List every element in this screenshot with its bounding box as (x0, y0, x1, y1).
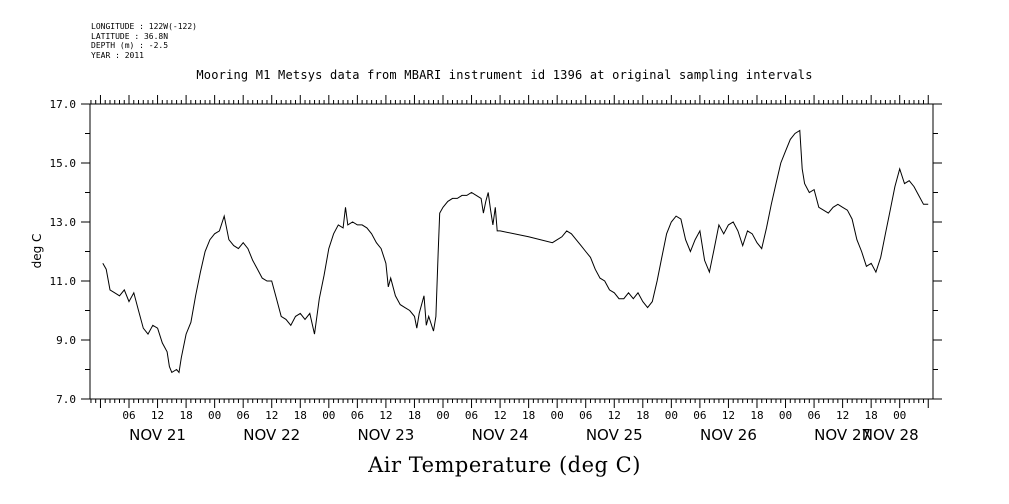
date-label: NOV 22 (243, 426, 300, 444)
x-tick-label: 18 (750, 409, 763, 422)
date-label: NOV 24 (472, 426, 529, 444)
x-tick-label: 00 (779, 409, 792, 422)
axis-ticks (81, 95, 942, 408)
meta-year: YEAR : 2011 (91, 50, 144, 60)
x-tick-label: 12 (493, 409, 506, 422)
x-tick-label: 12 (265, 409, 278, 422)
x-tick-label: 06 (579, 409, 592, 422)
x-tick-label: 12 (151, 409, 164, 422)
y-tick-label: 7.0 (56, 393, 76, 406)
x-tick-label: 06 (122, 409, 135, 422)
date-label: NOV 28 (862, 426, 919, 444)
meta-longitude: LONGITUDE : 122W(-122) (91, 22, 197, 31)
y-tick-label: 13.0 (50, 216, 77, 229)
x-tick-label: 06 (465, 409, 478, 422)
metadata-block: LONGITUDE : 122W(-122) LATITUDE : 36.8N … (91, 22, 197, 60)
date-label: NOV 25 (586, 426, 643, 444)
y-tick-label: 9.0 (56, 334, 76, 347)
x-tick-label: 18 (636, 409, 649, 422)
y-tick-label: 15.0 (50, 157, 77, 170)
meta-depth: DEPTH (m) : -2.5 (91, 41, 169, 50)
x-tick-label: 18 (522, 409, 535, 422)
x-tick-label: 18 (179, 409, 192, 422)
y-tick-label: 17.0 (50, 98, 77, 111)
y-tick-labels: 7.0 9.0 11.0 13.0 15.0 17.0 (50, 98, 77, 406)
plot-frame (89, 103, 934, 400)
x-tick-label: 12 (722, 409, 735, 422)
x-tick-label: 06 (351, 409, 364, 422)
date-label: NOV 23 (357, 426, 414, 444)
x-tick-label: 00 (436, 409, 449, 422)
x-tick-label: 06 (807, 409, 820, 422)
x-tick-label: 00 (551, 409, 564, 422)
meta-latitude: LATITUDE : 36.8N (91, 31, 169, 41)
x-tick-label: 00 (665, 409, 678, 422)
date-label: NOV 27 (814, 426, 871, 444)
x-tick-labels: 06 12 18 00 06 12 18 00 06 12 18 00 06 12 18 00 06 12 18 00… (122, 409, 906, 422)
date-labels: NOV 21 NOV 22 NOV 23 NOV 24 NOV 25 NOV 26 NOV … (129, 426, 919, 444)
x-tick-label: 00 (322, 409, 335, 422)
date-label: NOV 21 (129, 426, 186, 444)
x-tick-label: 12 (836, 409, 849, 422)
chart-title: Mooring M1 Metsys data from MBARI instru… (196, 68, 813, 82)
x-tick-label: 18 (294, 409, 307, 422)
x-tick-label: 18 (865, 409, 878, 422)
x-tick-label: 00 (208, 409, 221, 422)
x-tick-label: 18 (408, 409, 421, 422)
date-label: NOV 26 (700, 426, 757, 444)
y-axis-label: deg C (30, 234, 44, 269)
x-tick-label: 12 (379, 409, 392, 422)
series-line (102, 129, 929, 374)
x-tick-label: 00 (893, 409, 906, 422)
y-tick-label: 11.0 (50, 275, 77, 288)
x-tick-label: 12 (608, 409, 621, 422)
x-tick-label: 06 (693, 409, 706, 422)
x-tick-label: 06 (237, 409, 250, 422)
plot-caption: Air Temperature (deg C) (368, 453, 641, 477)
